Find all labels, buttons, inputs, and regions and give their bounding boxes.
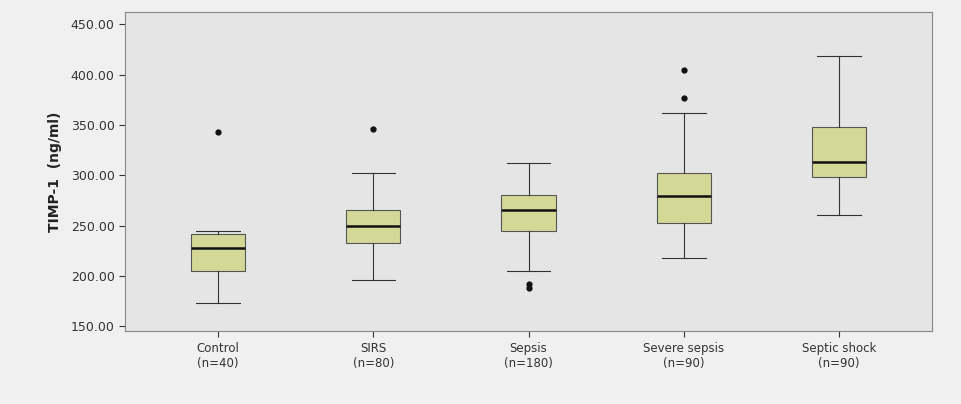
Y-axis label: TIMP-1  (ng/ml): TIMP-1 (ng/ml) bbox=[48, 112, 62, 232]
PathPatch shape bbox=[502, 196, 555, 231]
PathPatch shape bbox=[812, 127, 866, 177]
PathPatch shape bbox=[656, 173, 711, 223]
PathPatch shape bbox=[346, 210, 401, 243]
PathPatch shape bbox=[191, 234, 245, 271]
